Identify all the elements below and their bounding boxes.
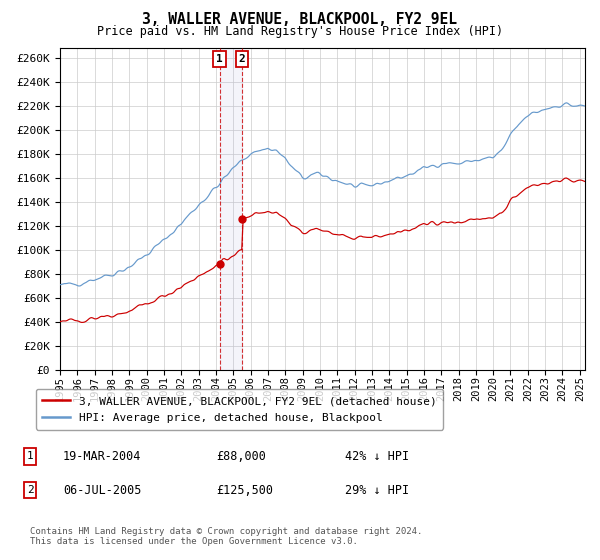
Text: 06-JUL-2005: 06-JUL-2005 — [63, 483, 142, 497]
Text: 1: 1 — [26, 451, 34, 461]
Text: £88,000: £88,000 — [216, 450, 266, 463]
Text: Contains HM Land Registry data © Crown copyright and database right 2024.
This d: Contains HM Land Registry data © Crown c… — [30, 526, 422, 546]
Text: 19-MAR-2004: 19-MAR-2004 — [63, 450, 142, 463]
Text: 3, WALLER AVENUE, BLACKPOOL, FY2 9EL: 3, WALLER AVENUE, BLACKPOOL, FY2 9EL — [143, 12, 458, 27]
Legend: 3, WALLER AVENUE, BLACKPOOL, FY2 9EL (detached house), HPI: Average price, detac: 3, WALLER AVENUE, BLACKPOOL, FY2 9EL (de… — [35, 389, 443, 430]
Text: 1: 1 — [216, 54, 223, 64]
Text: £125,500: £125,500 — [216, 483, 273, 497]
Text: 42% ↓ HPI: 42% ↓ HPI — [345, 450, 409, 463]
Text: Price paid vs. HM Land Registry's House Price Index (HPI): Price paid vs. HM Land Registry's House … — [97, 25, 503, 38]
Bar — [220, 48, 242, 370]
Text: 29% ↓ HPI: 29% ↓ HPI — [345, 483, 409, 497]
Text: 2: 2 — [239, 54, 245, 64]
Text: 2: 2 — [26, 485, 34, 495]
